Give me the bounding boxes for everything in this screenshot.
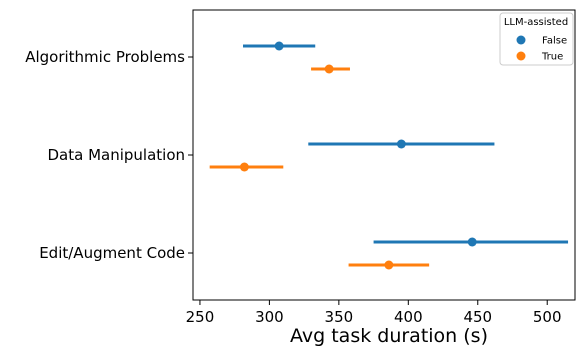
- legend-label: False: [542, 36, 567, 47]
- data-point: [467, 237, 477, 247]
- legend-box: [499, 12, 574, 66]
- x-tick-label: 250: [186, 308, 215, 326]
- y-axis: Algorithmic Problems Data Manipulation Edi…: [25, 48, 193, 262]
- legend-marker: [516, 35, 526, 45]
- legend-title: LLM-assisted: [504, 17, 568, 28]
- x-tick-label: 450: [463, 308, 492, 326]
- data-marks: [209, 41, 569, 270]
- y-tick-label: Data Manipulation: [47, 146, 185, 164]
- data-point: [384, 260, 394, 270]
- x-tick-label: 350: [325, 308, 354, 326]
- data-point: [396, 139, 406, 149]
- y-tick-label: Edit/Augment Code: [39, 244, 185, 262]
- data-point: [239, 162, 249, 172]
- x-axis: 250 300 350 400 450 500: [186, 300, 562, 326]
- x-tick-label: 300: [255, 308, 284, 326]
- x-tick-label: 500: [533, 308, 562, 326]
- x-tick-label: 400: [394, 308, 423, 326]
- x-axis-label: Avg task duration (s): [290, 325, 488, 347]
- y-tick-label: Algorithmic Problems: [25, 48, 185, 66]
- data-point: [274, 41, 284, 51]
- legend-marker: [516, 51, 526, 61]
- data-point: [324, 64, 334, 74]
- legend-label: True: [541, 52, 563, 63]
- legend: LLM-assisted False True: [499, 12, 574, 66]
